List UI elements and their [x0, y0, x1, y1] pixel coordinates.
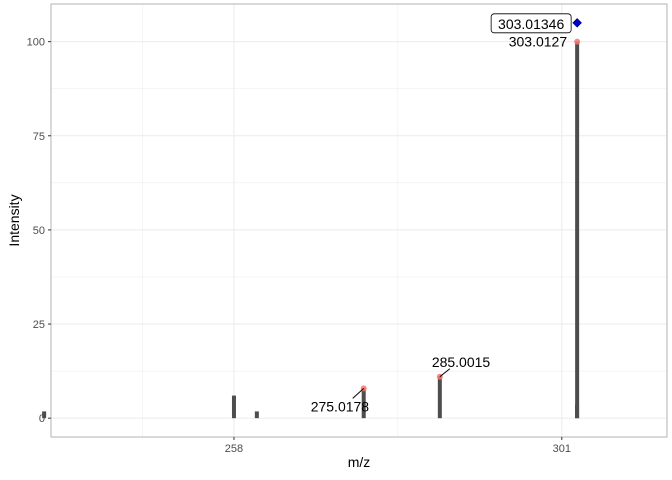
- y-tick-label: 75: [33, 131, 45, 143]
- x-axis-ticks: 258 301: [225, 437, 571, 455]
- label-leader-line: [439, 368, 451, 378]
- x-tick-label: 301: [553, 443, 571, 455]
- peak-bar: [42, 411, 47, 419]
- peak-markers: [360, 17, 582, 392]
- matched-peak-point: [574, 38, 581, 45]
- y-tick-label: 100: [27, 37, 45, 49]
- y-tick-label: 50: [33, 225, 45, 237]
- peak-labels: 275.0178 285.0015 303.0127 303.01346: [311, 13, 572, 414]
- precursor-label: 303.01346: [498, 16, 564, 32]
- peak-bars: [42, 41, 580, 419]
- x-tick-label: 258: [225, 443, 243, 455]
- plot-panel-border: [50, 3, 668, 438]
- x-axis-title: m/z: [348, 454, 371, 470]
- y-tick-label: 0: [39, 413, 45, 425]
- peak-bar: [361, 388, 366, 419]
- peak-bar: [254, 411, 259, 419]
- peak-label-275: 275.0178: [311, 398, 370, 414]
- peak-bar: [231, 395, 236, 419]
- y-axis-title: Intensity: [6, 194, 22, 246]
- label-leader-line: [352, 388, 365, 399]
- precursor-point: [572, 17, 582, 28]
- y-axis-ticks: 0 25 50 75 100: [27, 37, 51, 425]
- peak-label-285: 285.0015: [432, 354, 491, 370]
- peak-bar: [437, 376, 442, 419]
- peak-label-303: 303.0127: [509, 34, 568, 50]
- gridlines: [51, 4, 667, 437]
- y-tick-label: 25: [33, 319, 45, 331]
- precursor-label-box: [490, 13, 572, 34]
- peak-bar: [575, 404, 580, 419]
- peak-bar: [575, 41, 580, 419]
